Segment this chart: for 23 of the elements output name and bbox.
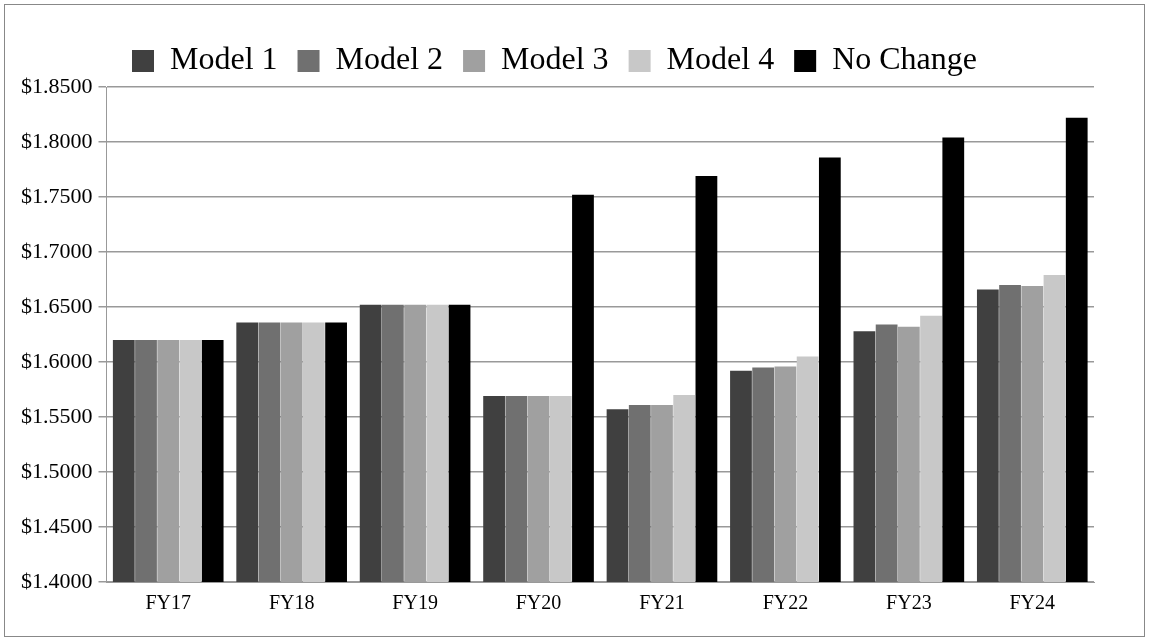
y-tick-label: $1.4500 [21,512,93,538]
x-tick-label: FY19 [392,591,438,614]
y-tick-label: $1.5500 [21,402,93,428]
y-tick-label: $1.8000 [21,127,93,153]
y-tick-label: $1.6000 [21,347,93,373]
legend-label: Model 4 [666,40,775,77]
x-tick-label: FY22 [762,591,809,614]
y-tick-label: $1.7500 [21,182,93,208]
x-tick-label: FY17 [145,591,192,614]
legend-label: Model 1 [169,40,278,77]
y-tick-label: $1.6500 [21,292,93,318]
y-tick-label: $1.8500 [21,72,93,98]
x-tick-label: FY18 [268,591,315,614]
legend-label: No Change [832,40,978,77]
x-tick-label: FY20 [515,591,562,614]
x-tick-label: FY21 [639,591,685,614]
legend-label: Model 2 [335,40,444,77]
x-tick-label: FY24 [1009,591,1056,614]
x-tick-label: FY23 [886,591,932,614]
y-tick-label: $1.5000 [21,457,93,483]
y-tick-label: $1.7000 [21,237,93,263]
y-tick-label: $1.4000 [21,567,93,593]
legend-label: Model 3 [501,40,609,77]
